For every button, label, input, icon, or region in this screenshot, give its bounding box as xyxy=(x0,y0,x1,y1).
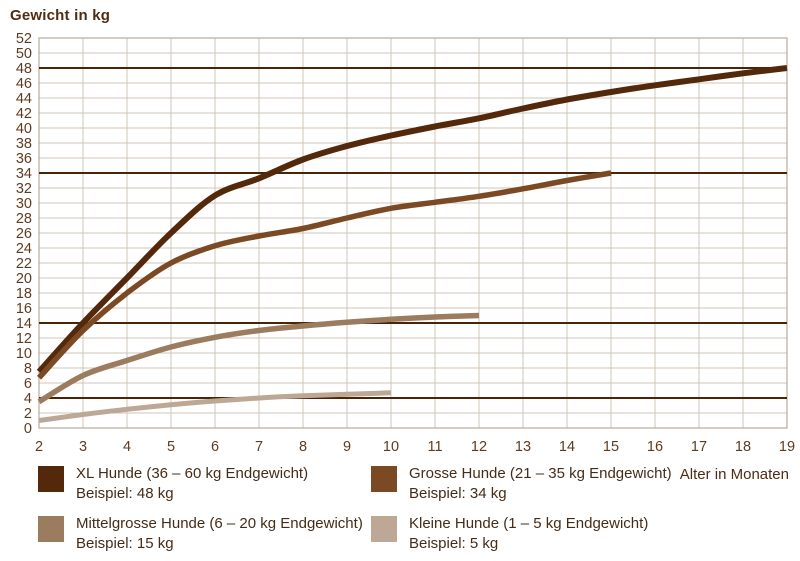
y-tick-label: 52 xyxy=(16,31,32,47)
x-tick-label: 5 xyxy=(167,439,175,455)
legend-label-xl-hunde: XL Hunde (36 – 60 kg Endgewicht) xyxy=(76,465,309,482)
y-tick-label: 12 xyxy=(16,331,32,347)
y-tick-label: 30 xyxy=(16,196,32,212)
y-tick-label: 6 xyxy=(24,376,32,392)
growth-curve-3 xyxy=(38,390,392,423)
y-tick-label: 20 xyxy=(16,271,32,287)
legend-swatch-xl-hunde-icon xyxy=(38,466,64,492)
x-tick-label: 15 xyxy=(603,439,619,455)
x-tick-label: 11 xyxy=(427,439,442,455)
y-tick-label: 0 xyxy=(24,421,32,437)
legend-example-kleine-hunde: Beispiel: 5 kg xyxy=(409,534,499,552)
x-tick-label: 2 xyxy=(35,439,43,455)
x-tick-label: 6 xyxy=(211,439,219,455)
legend-label-grosse-hunde: Grosse Hunde (21 – 35 kg Endgewicht) xyxy=(409,465,672,482)
legend-item-mittelgrosse-hunde: Mittelgrosse Hunde (6 – 20 kg Endgewicht… xyxy=(38,514,371,553)
x-tick-label: 9 xyxy=(343,439,351,455)
x-tick-label: 17 xyxy=(691,439,707,455)
y-tick-label: 26 xyxy=(16,226,32,242)
x-tick-label: 19 xyxy=(779,439,795,455)
plot-border xyxy=(38,37,788,429)
x-tick-label: 13 xyxy=(515,439,531,455)
y-tick-label: 48 xyxy=(16,61,32,77)
y-tick-label: 32 xyxy=(16,181,32,197)
y-tick-label: 36 xyxy=(16,151,32,167)
y-tick-label: 14 xyxy=(16,316,32,332)
x-tick-label: 16 xyxy=(647,439,663,455)
y-tick-label: 28 xyxy=(16,211,32,227)
y-tick-label: 2 xyxy=(24,406,32,422)
legend-swatch-mittelgrosse-hunde-icon xyxy=(38,516,64,542)
growth-curve-0 xyxy=(36,65,788,374)
y-tick-label: 8 xyxy=(24,361,32,377)
y-axis-title: Gewicht in kg xyxy=(10,7,111,24)
legend-example-xl-hunde: Beispiel: 48 kg xyxy=(76,484,174,502)
y-tick-label: 24 xyxy=(16,241,32,257)
legend-swatch-grosse-hunde-icon xyxy=(371,466,397,492)
y-tick-label: 16 xyxy=(16,301,32,317)
y-tick-label: 10 xyxy=(16,346,32,362)
x-axis-label: Alter in Monaten xyxy=(679,466,789,483)
x-tick-label: 14 xyxy=(559,439,575,455)
x-tick-label: 8 xyxy=(299,439,307,455)
legend-example-mittelgrosse-hunde: Beispiel: 15 kg xyxy=(76,534,174,552)
x-tick-label: 7 xyxy=(255,439,263,455)
growth-curve-1 xyxy=(36,170,612,380)
legend-item-grosse-hunde: Grosse Hunde (21 – 35 kg Endgewicht) Bei… xyxy=(371,464,672,503)
x-tick-label: 10 xyxy=(383,439,399,455)
y-tick-label: 40 xyxy=(16,121,32,137)
growth-chart: 0246810121416182022242628303234363840424… xyxy=(16,31,795,455)
y-tick-label: 22 xyxy=(16,256,32,272)
legend-swatch-kleine-hunde-icon xyxy=(371,516,397,542)
y-tick-label: 18 xyxy=(16,286,32,302)
growth-curve-2 xyxy=(37,312,480,405)
x-tick-label: 12 xyxy=(471,439,487,455)
y-tick-label: 4 xyxy=(24,391,32,407)
y-tick-label: 50 xyxy=(16,46,32,62)
y-tick-label: 38 xyxy=(16,136,32,152)
legend-item-xl-hunde: XL Hunde (36 – 60 kg Endgewicht) Beispie… xyxy=(38,464,371,503)
x-tick-label: 18 xyxy=(735,439,751,455)
legend-label-mittelgrosse-hunde: Mittelgrosse Hunde (6 – 20 kg Endgewicht… xyxy=(76,515,363,532)
x-tick-label: 3 xyxy=(79,439,87,455)
legend-example-grosse-hunde: Beispiel: 34 kg xyxy=(409,484,507,502)
x-tick-label: 4 xyxy=(123,439,131,455)
legend-item-kleine-hunde: Kleine Hunde (1 – 5 kg Endgewicht) Beisp… xyxy=(371,514,672,553)
legend-label-kleine-hunde: Kleine Hunde (1 – 5 kg Endgewicht) xyxy=(409,515,649,532)
y-tick-label: 42 xyxy=(16,106,32,122)
y-tick-label: 34 xyxy=(16,166,32,182)
legend: XL Hunde (36 – 60 kg Endgewicht) Beispie… xyxy=(38,464,672,553)
y-tick-label: 46 xyxy=(16,76,32,92)
y-tick-label: 44 xyxy=(16,91,32,107)
